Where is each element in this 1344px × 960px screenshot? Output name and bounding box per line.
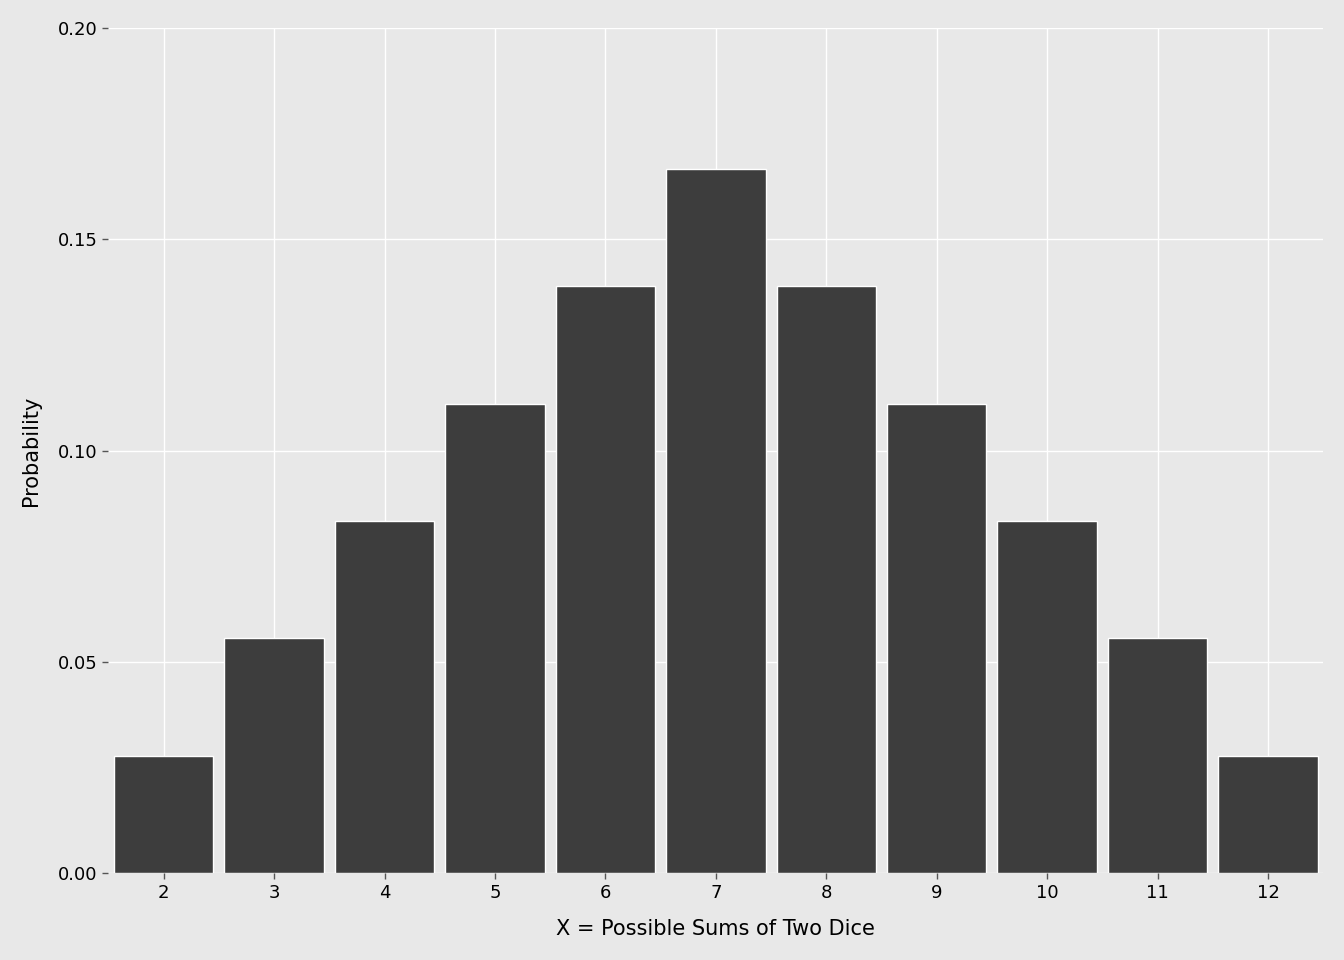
- Bar: [667, 169, 766, 874]
- Bar: [1218, 756, 1317, 874]
- Bar: [1107, 638, 1207, 874]
- X-axis label: X = Possible Sums of Two Dice: X = Possible Sums of Two Dice: [556, 919, 875, 939]
- Bar: [335, 521, 434, 874]
- Y-axis label: Probability: Probability: [22, 396, 40, 506]
- Bar: [777, 286, 876, 874]
- Bar: [555, 286, 655, 874]
- Bar: [445, 403, 544, 874]
- Bar: [114, 756, 214, 874]
- Bar: [887, 403, 986, 874]
- Bar: [997, 521, 1097, 874]
- Bar: [224, 638, 324, 874]
